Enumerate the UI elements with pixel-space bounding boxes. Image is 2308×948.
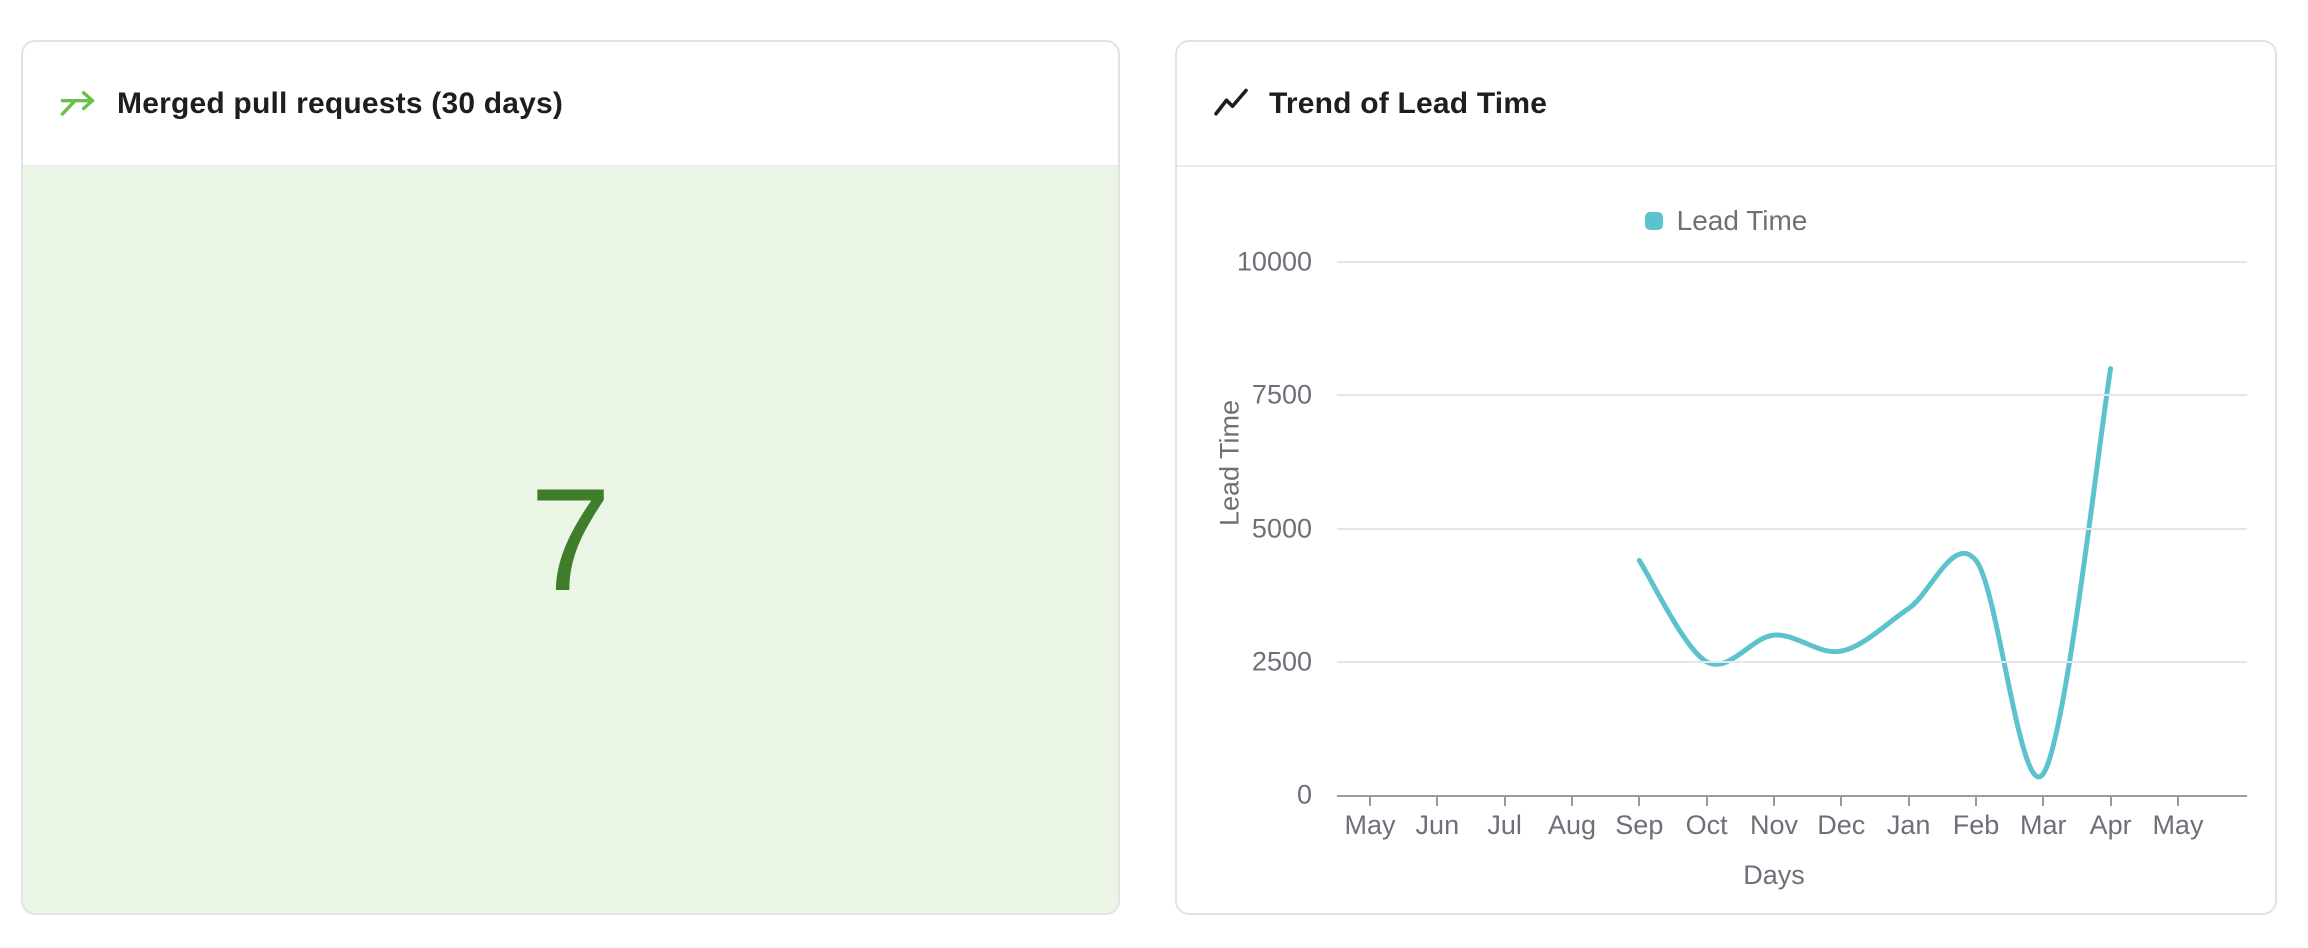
x-tick-label: Jun	[1415, 810, 1460, 840]
y-tick-label: 10000	[1236, 246, 1312, 277]
merged-pr-value-panel: 7	[23, 167, 1118, 913]
x-tick-mark	[1772, 797, 1775, 806]
chart-legend: Lead Time	[1177, 205, 2275, 237]
trend-line-icon	[1213, 86, 1249, 122]
x-tick-mark	[1369, 797, 1371, 806]
x-tick-label: Nov	[1749, 810, 1798, 840]
x-tick-label: Dec	[1817, 810, 1866, 840]
x-tick-mark	[1907, 797, 1910, 806]
y-grid-line	[1337, 261, 2247, 263]
x-axis-title: Days	[1743, 860, 1805, 890]
lead-time-chart: Lead Time Lead Time Days 0 2500 5000 7500 10…	[1177, 167, 2275, 913]
x-tick-label: Feb	[1952, 810, 2000, 840]
y-tick-label: 0	[1296, 779, 1312, 810]
x-tick-mark	[1840, 797, 1843, 806]
card-title: Trend of Lead Time	[1269, 86, 1548, 120]
lead-time-trend-card: Trend of Lead Time Lead Time Lead Time D…	[1175, 40, 2277, 915]
merged-pull-requests-card: Merged pull requests (30 days) 7	[21, 40, 1120, 915]
x-tick-mark	[1638, 797, 1641, 806]
y-axis-title: Lead Time	[1214, 399, 1245, 527]
x-tick-mark	[1974, 797, 1977, 806]
line-path	[1636, 366, 2114, 780]
x-tick-mark	[2109, 797, 2112, 806]
merged-pr-card-header: Merged pull requests (30 days)	[23, 42, 1118, 167]
lead-time-card-header: Trend of Lead Time	[1177, 42, 2275, 167]
x-tick-mark	[2176, 797, 2179, 806]
y-tick-label: 5000	[1251, 513, 1312, 543]
legend-swatch	[1644, 212, 1663, 230]
x-tick-label: Aug	[1547, 810, 1597, 840]
x-tick-mark	[1503, 797, 1506, 806]
legend-item-lead-time[interactable]: Lead Time	[1644, 205, 1808, 237]
x-tick-label: Jan	[1886, 810, 1931, 840]
x-tick-label: Jul	[1487, 810, 1522, 840]
x-tick-label: Apr	[2089, 810, 2132, 840]
x-tick-mark	[1705, 797, 1708, 806]
plot-area: Lead Time Days 0 2500 5000 7500 10000 May Jun J…	[1215, 247, 2247, 890]
y-grid-line	[1337, 394, 2247, 397]
legend-label: Lead Time	[1676, 205, 1808, 236]
metric-value: 7	[529, 458, 612, 621]
y-grid-line	[1337, 660, 2247, 663]
x-tick-label: Mar	[2020, 810, 2067, 840]
x-tick-mark	[2042, 797, 2045, 806]
x-tick-label: Sep	[1615, 810, 1664, 840]
x-tick-label: Oct	[1685, 810, 1728, 840]
x-tick-mark	[1436, 797, 1439, 806]
y-grid-line	[1337, 527, 2247, 530]
y-tick-label: 2500	[1251, 646, 1312, 677]
y-tick-label: 7500	[1251, 379, 1312, 410]
merge-arrow-icon	[59, 89, 97, 119]
x-tick-label: May	[2152, 810, 2204, 840]
card-title: Merged pull requests (30 days)	[117, 86, 564, 120]
x-tick-label: May	[1344, 810, 1396, 840]
x-tick-mark	[1570, 797, 1573, 806]
